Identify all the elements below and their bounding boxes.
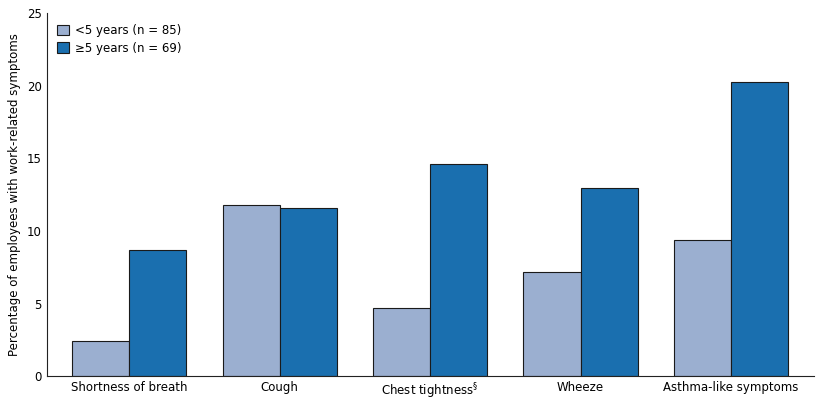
Bar bbox=[524, 272, 580, 376]
Bar bbox=[373, 308, 430, 376]
Bar bbox=[580, 187, 638, 376]
Y-axis label: Percentage of employees with work-related symptoms: Percentage of employees with work-relate… bbox=[8, 33, 21, 356]
Bar bbox=[430, 164, 487, 376]
Legend: <5 years (n = 85), ≥5 years (n = 69): <5 years (n = 85), ≥5 years (n = 69) bbox=[53, 19, 186, 59]
Bar bbox=[223, 205, 279, 376]
Bar bbox=[731, 81, 788, 376]
Bar bbox=[72, 342, 129, 376]
Bar bbox=[129, 250, 187, 376]
Bar bbox=[279, 208, 337, 376]
Bar bbox=[674, 240, 731, 376]
